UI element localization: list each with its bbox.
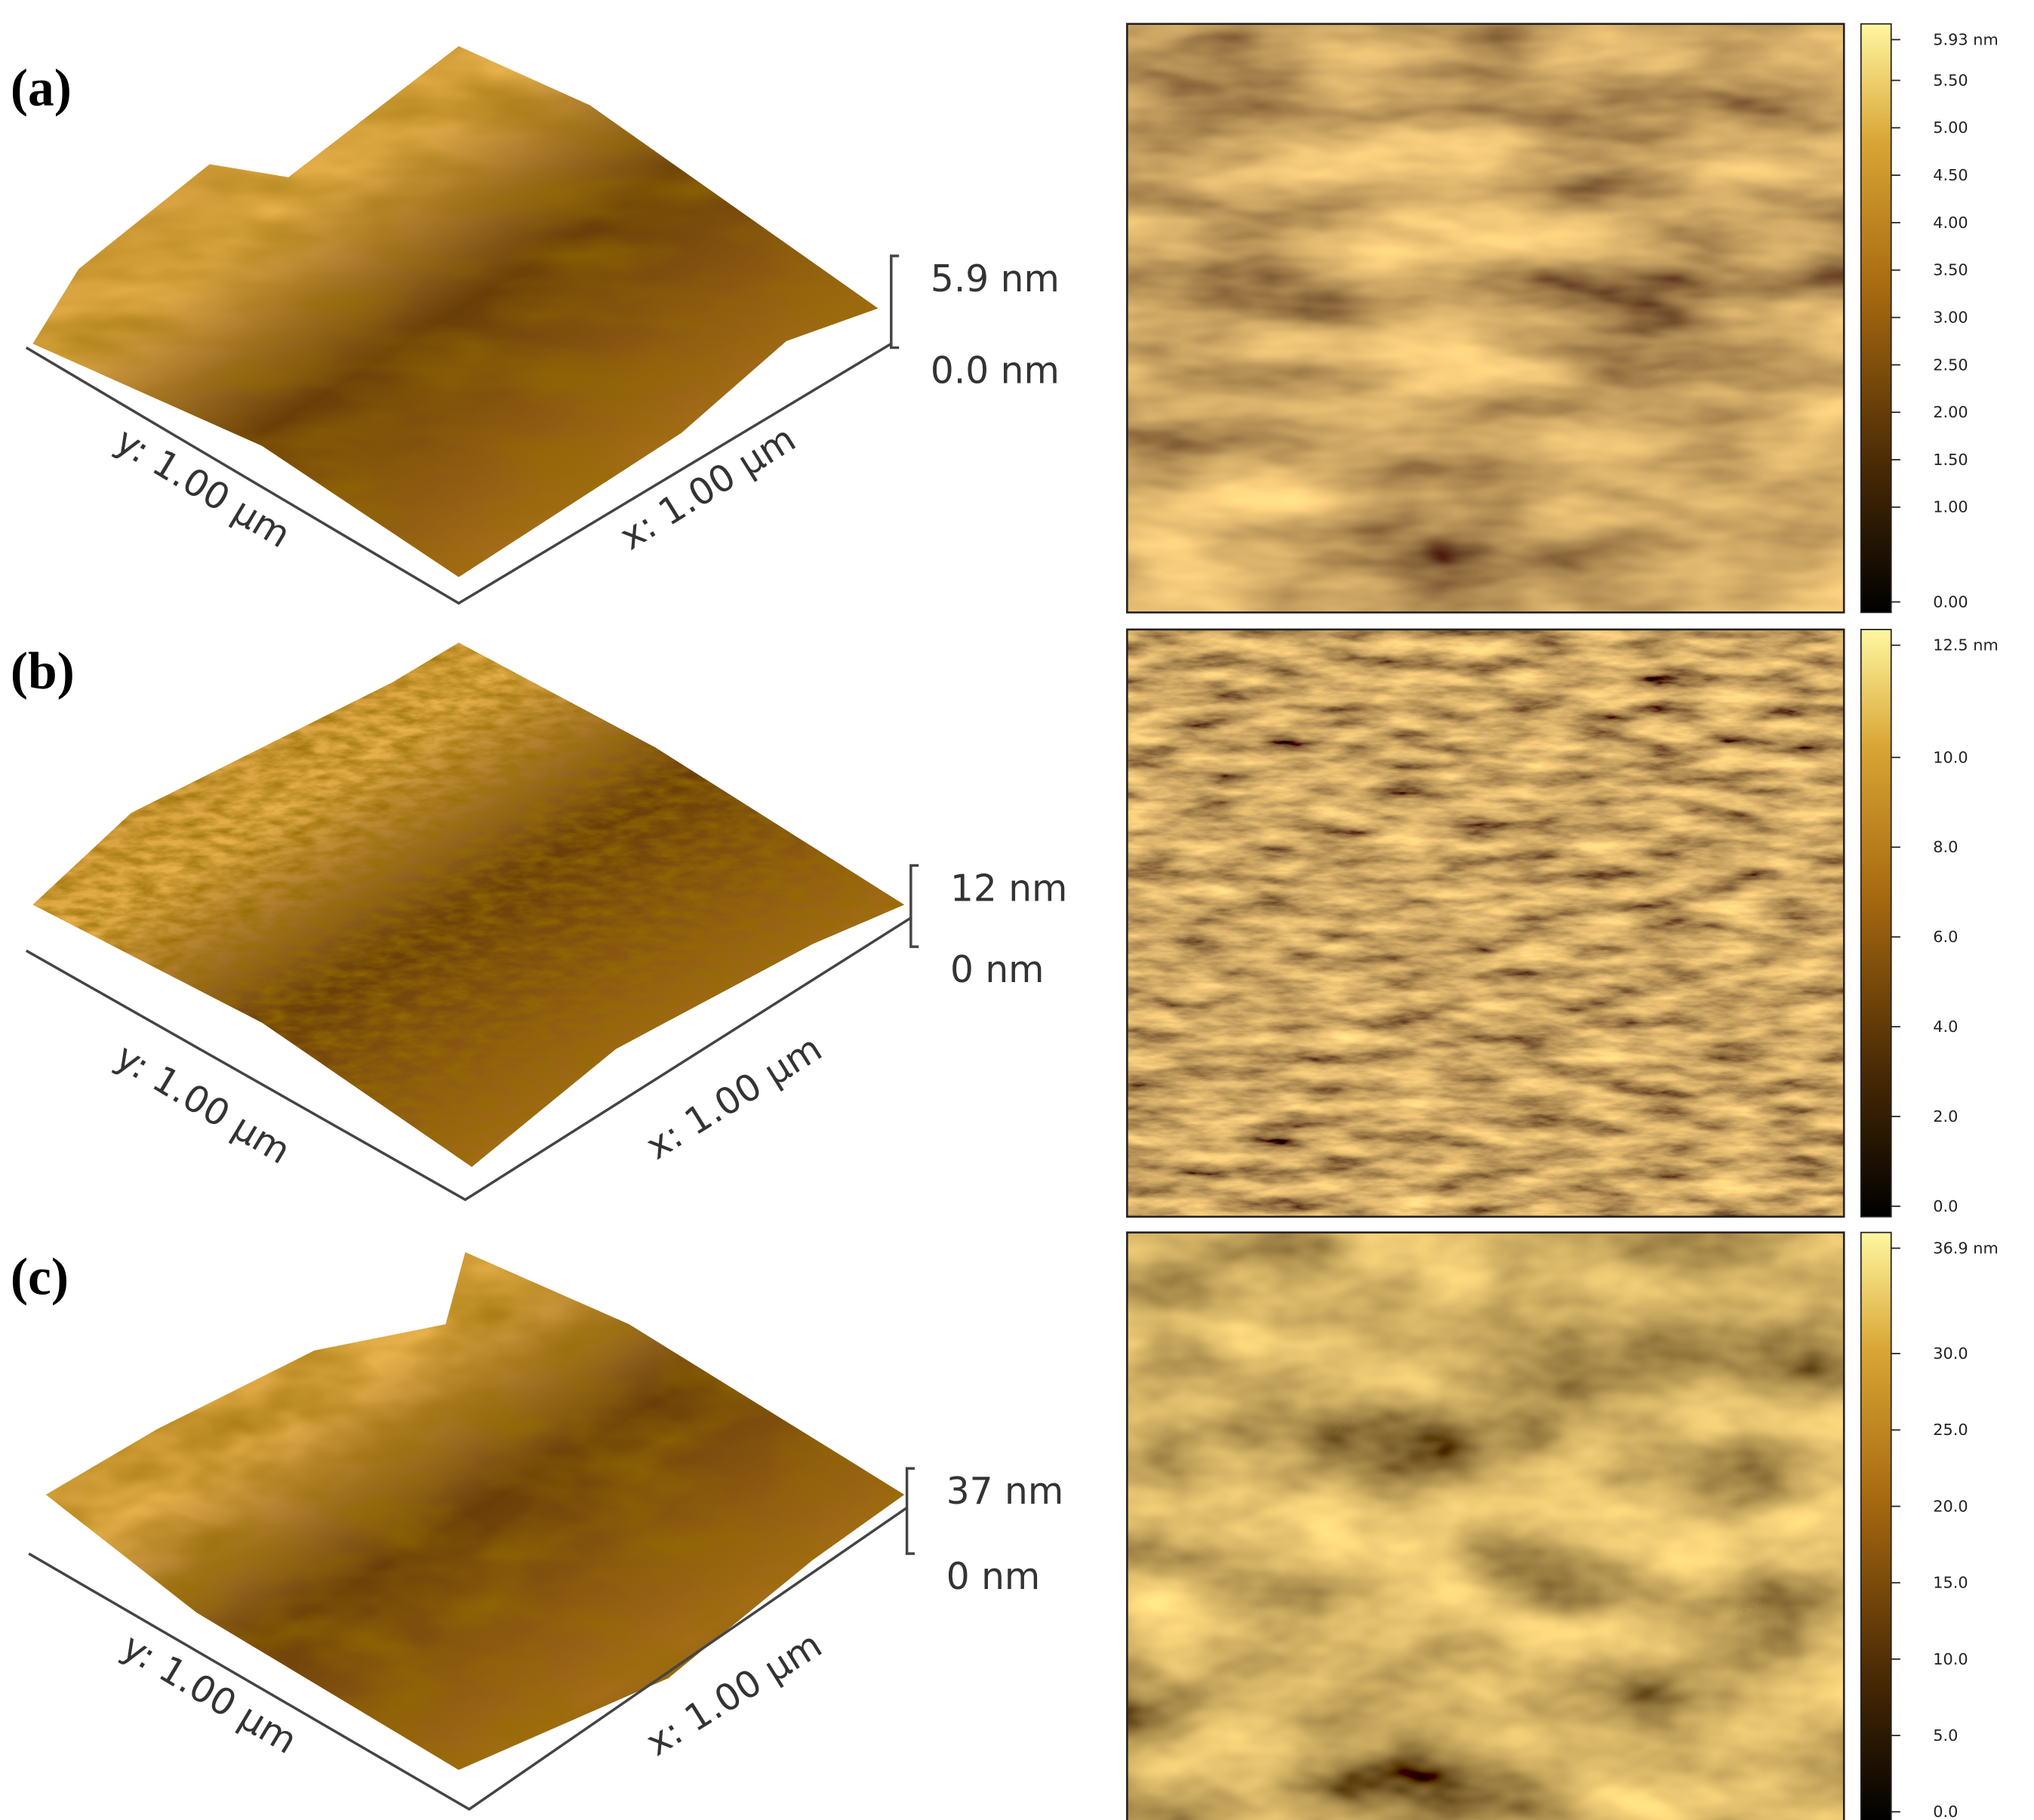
- height-map-frame: [1126, 1231, 1845, 1820]
- colorbar-label: 0.0: [1933, 1197, 1958, 1215]
- colorbar-label: 4.0: [1933, 1018, 1958, 1036]
- height-max: 37 nm: [946, 1470, 1063, 1513]
- colorbar-label: 2.50: [1933, 356, 1968, 374]
- base-axes: [25, 342, 892, 605]
- colorbar: [1860, 23, 1892, 614]
- colorbar-label: 36.9 nm: [1933, 1239, 1998, 1257]
- colorbar-label: 0.00: [1933, 593, 1968, 611]
- x-axis-label: x: 1.00 µm: [639, 1027, 829, 1169]
- colorbar-label: 10.0: [1933, 748, 1968, 766]
- base-axes: [28, 1506, 908, 1811]
- base-axes: [25, 916, 912, 1202]
- height-min: 0 nm: [946, 1556, 1041, 1598]
- colorbar-label: 0.0: [1933, 1803, 1958, 1820]
- colorbar-label: 10.0: [1933, 1650, 1968, 1668]
- colorbar-label: 5.0: [1933, 1726, 1958, 1745]
- surface-texture: [32, 46, 879, 577]
- colorbar-label: 5.00: [1933, 119, 1968, 137]
- colorbar: [1860, 1231, 1892, 1820]
- height-bracket: [909, 864, 919, 948]
- y-axis-label: y: 1.00 µm: [108, 1036, 297, 1172]
- colorbar-label: 1.50: [1933, 451, 1968, 469]
- panel-label: (a): [11, 59, 72, 117]
- colorbar-label: 2.0: [1933, 1107, 1958, 1126]
- colorbar-label: 3.50: [1933, 261, 1968, 279]
- height-map: [1127, 1232, 1845, 1820]
- colorbar-label: 5.93 nm: [1933, 30, 1998, 48]
- height-map: [1127, 23, 1845, 613]
- colorbar-label: 6.0: [1933, 928, 1958, 946]
- panel-label: (b): [11, 642, 75, 701]
- height-map-frame: [1126, 628, 1845, 1218]
- panel-label: (c): [11, 1248, 69, 1306]
- colorbar-label: 4.00: [1933, 214, 1968, 232]
- height-max: 5.9 nm: [931, 258, 1060, 300]
- colorbar-label: 5.50: [1933, 71, 1968, 89]
- height-min: 0.0 nm: [931, 350, 1060, 392]
- colorbar-label: 30.0: [1933, 1344, 1968, 1363]
- height-min: 0 nm: [950, 949, 1045, 991]
- colorbar-label: 2.00: [1933, 403, 1968, 421]
- colorbar-label: 8.0: [1933, 838, 1958, 856]
- colorbar-label: 4.50: [1933, 166, 1968, 184]
- height-bracket: [890, 254, 900, 350]
- height-map-frame: [1126, 23, 1845, 614]
- height-max: 12 nm: [950, 867, 1067, 910]
- colorbar-label: 25.0: [1933, 1421, 1968, 1439]
- surface-texture: [32, 642, 905, 1167]
- colorbar-label: 15.0: [1933, 1574, 1968, 1592]
- colorbar-label: 1.00: [1933, 498, 1968, 516]
- surface-texture: [45, 1252, 905, 1770]
- colorbar: [1860, 629, 1892, 1218]
- colorbar-label: 3.00: [1933, 309, 1968, 327]
- colorbar-label: 20.0: [1933, 1497, 1968, 1515]
- height-bracket: [905, 1467, 915, 1555]
- colorbar-label: 12.5 nm: [1933, 636, 1998, 654]
- height-map: [1127, 629, 1845, 1217]
